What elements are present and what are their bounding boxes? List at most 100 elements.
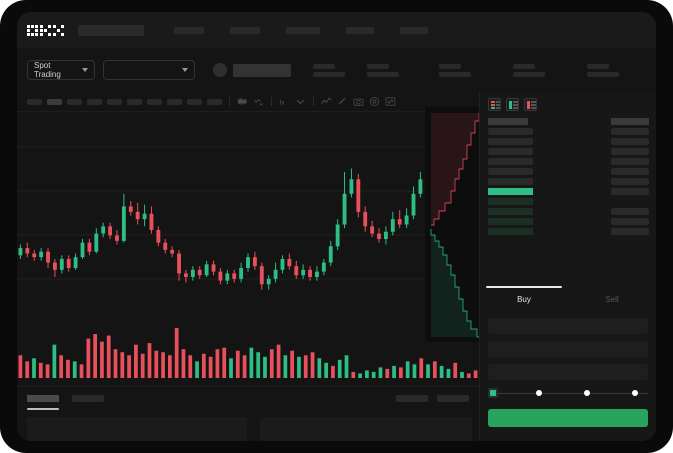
order-book-row-left bbox=[488, 168, 533, 175]
bottom-pane-left bbox=[27, 417, 247, 441]
order-amount-slider[interactable] bbox=[488, 387, 648, 401]
tab-buy-label: Buy bbox=[517, 294, 531, 304]
order-book-row[interactable] bbox=[480, 188, 656, 195]
camera-icon[interactable] bbox=[353, 96, 364, 107]
order-book-row-left bbox=[488, 138, 533, 145]
slider-handle[interactable] bbox=[488, 388, 498, 398]
bottom-action-1[interactable] bbox=[396, 395, 428, 402]
timeframe-15m[interactable] bbox=[87, 98, 102, 105]
order-book-row[interactable] bbox=[480, 218, 656, 225]
stat-24h-change bbox=[367, 63, 399, 77]
okx-logo-x bbox=[53, 24, 64, 36]
orderbook-view-asks-button[interactable] bbox=[524, 98, 537, 111]
order-total-field[interactable] bbox=[488, 364, 648, 380]
chevron-down-icon bbox=[182, 68, 188, 72]
app-screen: Spot Trading bbox=[17, 12, 656, 441]
order-book-row[interactable] bbox=[480, 168, 656, 175]
order-book-row-left bbox=[488, 208, 533, 215]
nav-search-placeholder[interactable] bbox=[78, 24, 144, 36]
candlestick-chart[interactable] bbox=[17, 113, 479, 318]
slider-stop-25[interactable] bbox=[536, 390, 542, 396]
nav-item-3[interactable] bbox=[286, 26, 320, 34]
order-book-row[interactable] bbox=[480, 208, 656, 215]
order-book-row-left bbox=[488, 118, 528, 125]
nav-item-2[interactable] bbox=[230, 26, 260, 34]
nav-item-1[interactable] bbox=[174, 26, 204, 34]
nav-item-5[interactable] bbox=[400, 26, 428, 34]
coin-avatar bbox=[213, 63, 227, 77]
last-price-placeholder bbox=[233, 63, 291, 77]
stat-label bbox=[313, 63, 335, 69]
tab-order-history[interactable] bbox=[72, 395, 104, 402]
bottom-action-2[interactable] bbox=[437, 395, 469, 402]
timeframe-1w[interactable] bbox=[187, 98, 202, 105]
chevron-down-icon[interactable] bbox=[295, 96, 306, 107]
candlestick-icon[interactable] bbox=[237, 96, 248, 107]
timeframe-1m[interactable] bbox=[27, 98, 42, 105]
order-book-rows bbox=[480, 118, 656, 238]
timeframe-1d[interactable] bbox=[167, 98, 182, 105]
tab-buy[interactable]: Buy bbox=[480, 286, 568, 312]
chevron-down-icon bbox=[82, 68, 88, 72]
order-amount-field[interactable] bbox=[488, 341, 648, 357]
timeframe-30m[interactable] bbox=[107, 98, 122, 105]
order-book-row[interactable] bbox=[480, 138, 656, 145]
timeframe-4h[interactable] bbox=[147, 98, 162, 105]
nav-item-4[interactable] bbox=[346, 26, 374, 34]
order-entry-form bbox=[479, 312, 656, 441]
order-book-row[interactable] bbox=[480, 198, 656, 205]
order-book-row-right bbox=[611, 158, 649, 165]
okx-logo[interactable] bbox=[27, 24, 64, 36]
orderbook-view-both-button[interactable] bbox=[488, 98, 501, 111]
order-book-row[interactable] bbox=[480, 158, 656, 165]
order-book-row-left bbox=[488, 158, 533, 165]
chart-gridlines bbox=[17, 146, 479, 280]
chart-type-chevron-icon[interactable] bbox=[253, 96, 264, 107]
stat-label bbox=[439, 63, 461, 69]
bottom-pane-right bbox=[260, 417, 472, 441]
stat-24h-volume bbox=[439, 63, 471, 77]
order-book-row[interactable] bbox=[480, 148, 656, 155]
order-book-panel bbox=[479, 92, 656, 286]
okx-logo-o bbox=[27, 24, 38, 36]
active-tab-underline bbox=[27, 408, 59, 410]
ruler-icon[interactable] bbox=[337, 96, 348, 107]
stat-24h-high bbox=[513, 63, 545, 77]
stat-label bbox=[513, 63, 535, 69]
order-book-row[interactable] bbox=[480, 228, 656, 235]
slider-stop-75[interactable] bbox=[632, 390, 638, 396]
indicators-icon[interactable]: fx bbox=[279, 96, 290, 107]
order-book-row[interactable] bbox=[480, 178, 656, 185]
order-price-field[interactable] bbox=[488, 318, 648, 334]
slider-stop-50[interactable] bbox=[584, 390, 590, 396]
order-book-view-modes bbox=[480, 92, 656, 111]
top-navigation-bar bbox=[17, 12, 656, 48]
order-book-row[interactable] bbox=[480, 128, 656, 135]
stat-value bbox=[439, 71, 471, 77]
timeframe-3m[interactable] bbox=[47, 98, 62, 105]
depth-chart-overlay bbox=[425, 107, 479, 342]
order-book-row-left bbox=[488, 198, 533, 205]
orderbook-view-bids-button[interactable] bbox=[506, 98, 519, 111]
timeframe-1h[interactable] bbox=[127, 98, 142, 105]
trading-mode-selector[interactable]: Spot Trading bbox=[27, 60, 95, 80]
line-chart-icon[interactable] bbox=[321, 96, 332, 107]
order-book-row-right bbox=[611, 168, 649, 175]
orders-content bbox=[27, 417, 472, 441]
tab-open-orders[interactable] bbox=[27, 395, 59, 402]
stat-24h-low bbox=[587, 63, 619, 77]
depth-ask-area bbox=[431, 113, 479, 225]
timeframe-1mo[interactable] bbox=[207, 98, 222, 105]
trading-pair-selector[interactable] bbox=[103, 60, 195, 80]
tab-sell[interactable]: Sell bbox=[568, 286, 656, 312]
order-book-row[interactable] bbox=[480, 118, 656, 125]
settings-icon[interactable] bbox=[369, 96, 380, 107]
timeframe-5m[interactable] bbox=[67, 98, 82, 105]
fullscreen-icon[interactable] bbox=[385, 96, 396, 107]
order-book-row-right bbox=[611, 228, 649, 235]
toolbar-divider bbox=[313, 97, 314, 106]
stat-last-price bbox=[313, 63, 345, 77]
buy-submit-button[interactable] bbox=[488, 409, 648, 427]
stat-value bbox=[513, 71, 545, 77]
stat-label bbox=[367, 63, 389, 69]
